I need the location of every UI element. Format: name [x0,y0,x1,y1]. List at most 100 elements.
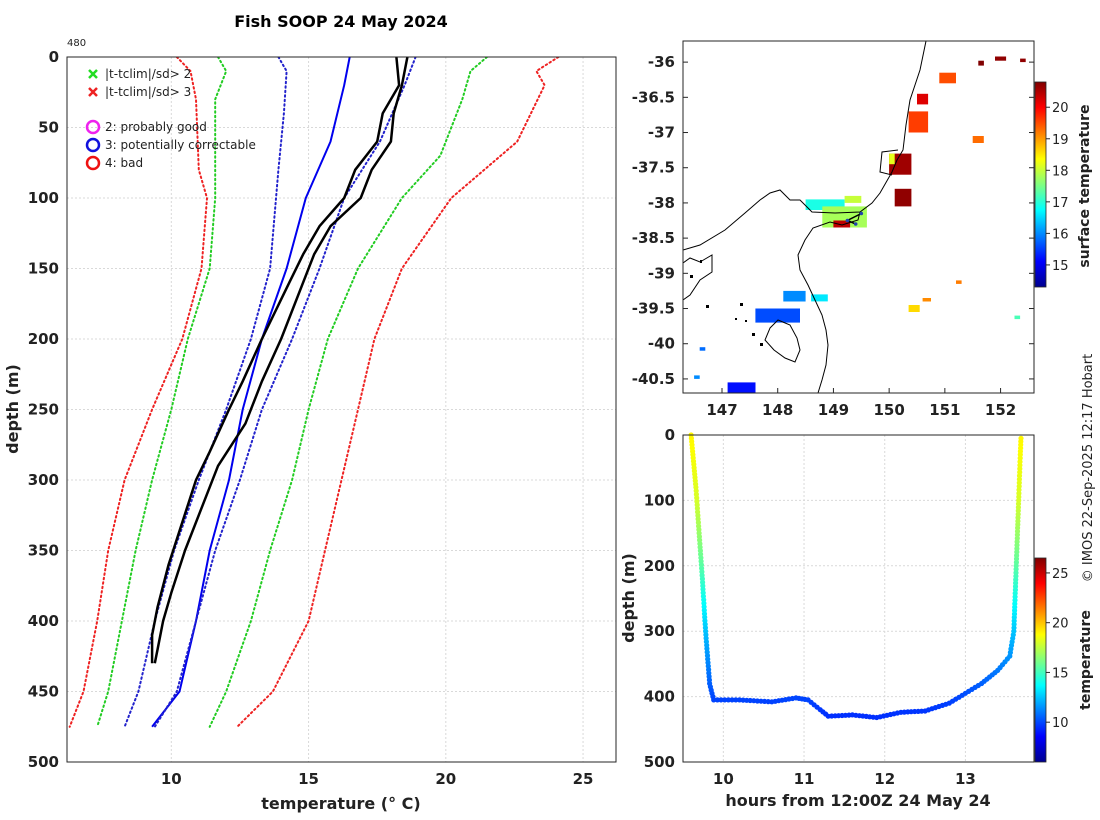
profile-legend: |t-tclim|/sd> 2 |t-tclim|/sd> 3 2: probabl… [85,67,256,171]
track-xtick-label: 12 [874,770,895,788]
legend-x-marker [88,69,98,79]
track-ytick-label: 500 [644,753,675,771]
profile-ytick-label: 350 [28,542,59,560]
sst-colorbar [1034,81,1047,288]
map-ytick-label: -37.5 [632,159,675,177]
sst-patch [922,298,931,302]
coastline-tasmania-north [683,254,713,301]
track-point [714,697,721,703]
legend-circle-marker [85,137,101,153]
coastline-mainland [683,41,927,251]
track-point [711,697,717,703]
legend-x-marker [88,87,98,97]
coastline-bay [797,211,861,393]
sst-patch [694,375,700,379]
coastline [683,41,927,393]
map-xtick-label: 150 [873,401,904,419]
sst-patch [727,382,756,393]
credit-text: © IMOS 22-Sep-2025 12:17 Hobart [1081,354,1096,582]
sst-patch [811,294,828,302]
map-ytick-label: -39 [648,264,675,282]
profile-series-line [236,57,560,728]
track-xtick-label: 13 [955,770,976,788]
sst-colorbar-tick-label: 19 [1052,133,1069,148]
sst-colorbar-tick-label: 16 [1052,227,1069,242]
map-ytick-label: -40 [648,335,675,353]
sst-colorbar-ticks: 15 16 17 18 19 20 [1046,101,1069,274]
ship-track-point [859,211,864,216]
profile-frame [66,56,617,763]
profile-series-line [68,57,208,728]
profile-series-line [96,57,228,728]
map-ticks: 147 148 149 150 151 152 -36 -36.5 -37 -37.5 -38 -38… [632,53,1034,419]
profile-ytick-label: 100 [28,189,59,207]
sst-patch [995,56,1007,61]
sst-colorbar-tick-label: 20 [1052,101,1069,116]
profile-xtick-label: 25 [573,770,594,788]
sst-patch [978,60,984,66]
profile-series-line [151,57,351,728]
map-content [683,41,1026,393]
profile-plot-area [67,57,616,762]
track-xtick-label: 11 [794,770,815,788]
track-points [688,432,1024,721]
sst-patch [972,136,984,143]
ship-track [845,211,864,226]
track-ytick-label: 300 [644,622,675,640]
sst-patch [783,290,806,302]
profile-ytick-label: 50 [38,119,59,137]
sst-patch [844,195,862,203]
temperature-colorbar-tick-label: 15 [1052,666,1069,681]
map-xtick-label: 149 [818,401,849,419]
map-xtick-label: 147 [706,401,737,419]
map-chart: 147 148 149 150 151 152 -36 -36.5 -37 -37.5 -38 -38… [632,40,1093,419]
sst-patch [755,308,800,323]
coastline-flinders [764,319,801,363]
ship-track-point [853,222,858,226]
temperature-colorbar-ticks: 10 15 20 25 [1046,567,1069,731]
profile-count: 480 [67,38,86,49]
islands [690,260,763,346]
sst-patch [889,153,895,165]
map-ytick-label: -38.5 [632,229,675,247]
track-point [718,697,724,703]
profile-ytick-label: 250 [28,401,59,419]
profile-series-line [153,57,409,664]
sst-patch [939,72,956,84]
track-ytick-label: 100 [644,491,675,509]
sst-patch [699,347,706,351]
track-point [1018,435,1024,441]
profile-series-line [150,57,401,664]
track-point [729,697,735,703]
legend-label: 4: bad [105,156,143,170]
map-frame [682,40,1035,394]
coastline-inner [879,149,899,176]
profile-series-line [153,57,417,728]
track-ylabel: depth (m) [619,553,638,643]
profile-ytick-label: 200 [28,330,59,348]
track-point [733,697,739,703]
legend-circle-marker [85,155,101,171]
profile-ytick-label: 300 [28,471,59,489]
sst-patch [833,220,851,228]
profile-xtick-label: 15 [298,770,319,788]
sst-patch [908,305,920,312]
map-ytick-label: -40.5 [632,370,675,388]
sst-patch [894,188,912,207]
sst-patch [908,111,929,133]
map-ytick-label: -36.5 [632,88,675,106]
track-frame [682,434,1035,763]
ship-track-point [845,218,850,223]
profile-ylabel: depth (m) [3,364,22,454]
legend-label: 2: probably good [105,120,207,134]
track-xlabel: hours from 12:00Z 24 May 24 [725,791,990,810]
sst-colorbar-tick-label: 17 [1052,196,1069,211]
temperature-colorbar-label: temperature [1078,610,1094,710]
profile-xlabel: temperature (° C) [261,794,420,813]
legend-label: 3: potentially correctable [105,138,256,152]
profile-xtick-label: 20 [435,770,456,788]
map-ytick-label: -36 [648,53,675,71]
figure-title: Fish SOOP 24 May 2024 [234,12,448,31]
